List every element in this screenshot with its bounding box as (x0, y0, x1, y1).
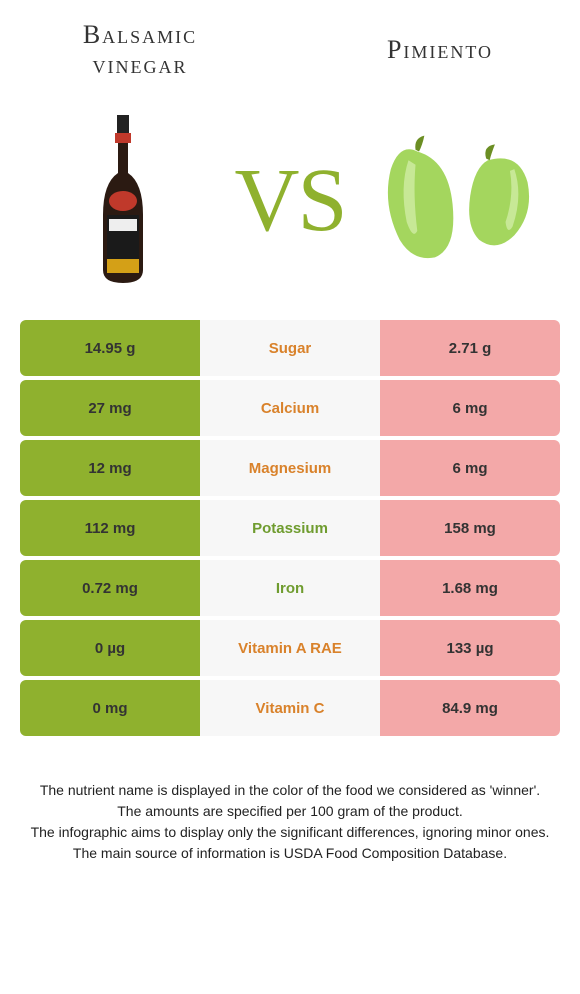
right-value: 2.71 g (380, 320, 560, 376)
header-right: Pimiento (340, 20, 540, 80)
left-value: 12 mg (20, 440, 200, 496)
right-food-title: Pimiento (387, 35, 493, 65)
nutrient-table: 14.95 gSugar2.71 g27 mgCalcium6 mg12 mgM… (20, 320, 560, 736)
left-value: 27 mg (20, 380, 200, 436)
nutrient-name: Magnesium (200, 440, 380, 496)
table-row: 27 mgCalcium6 mg (20, 380, 560, 436)
nutrient-name: Iron (200, 560, 380, 616)
pimiento-image (382, 115, 532, 285)
left-value: 0.72 mg (20, 560, 200, 616)
header-row: Balsamic vinegar Pimiento (0, 0, 580, 90)
footer-line-1: The nutrient name is displayed in the co… (20, 780, 560, 801)
header-left: Balsamic vinegar (40, 20, 240, 80)
right-value: 133 µg (380, 620, 560, 676)
table-row: 12 mgMagnesium6 mg (20, 440, 560, 496)
left-value: 14.95 g (20, 320, 200, 376)
left-value: 112 mg (20, 500, 200, 556)
right-value: 6 mg (380, 380, 560, 436)
right-value: 84.9 mg (380, 680, 560, 736)
left-value: 0 µg (20, 620, 200, 676)
left-food-title: Balsamic vinegar (40, 20, 240, 80)
footer-line-4: The main source of information is USDA F… (20, 843, 560, 864)
pepper-icon (382, 125, 532, 275)
balsamic-vinegar-image (48, 115, 198, 285)
table-row: 14.95 gSugar2.71 g (20, 320, 560, 376)
right-value: 6 mg (380, 440, 560, 496)
table-row: 112 mgPotassium158 mg (20, 500, 560, 556)
right-value: 1.68 mg (380, 560, 560, 616)
footer-line-2: The amounts are specified per 100 gram o… (20, 801, 560, 822)
table-row: 0.72 mgIron1.68 mg (20, 560, 560, 616)
nutrient-name: Vitamin A RAE (200, 620, 380, 676)
table-row: 0 mgVitamin C84.9 mg (20, 680, 560, 736)
nutrient-name: Potassium (200, 500, 380, 556)
right-value: 158 mg (380, 500, 560, 556)
nutrient-name: Vitamin C (200, 680, 380, 736)
images-row: VS (0, 90, 580, 300)
footer-line-3: The infographic aims to display only the… (20, 822, 560, 843)
footer-notes: The nutrient name is displayed in the co… (0, 740, 580, 864)
bottle-icon (93, 115, 153, 285)
nutrient-name: Calcium (200, 380, 380, 436)
nutrient-name: Sugar (200, 320, 380, 376)
vs-text: VS (234, 149, 345, 252)
table-row: 0 µgVitamin A RAE133 µg (20, 620, 560, 676)
left-value: 0 mg (20, 680, 200, 736)
